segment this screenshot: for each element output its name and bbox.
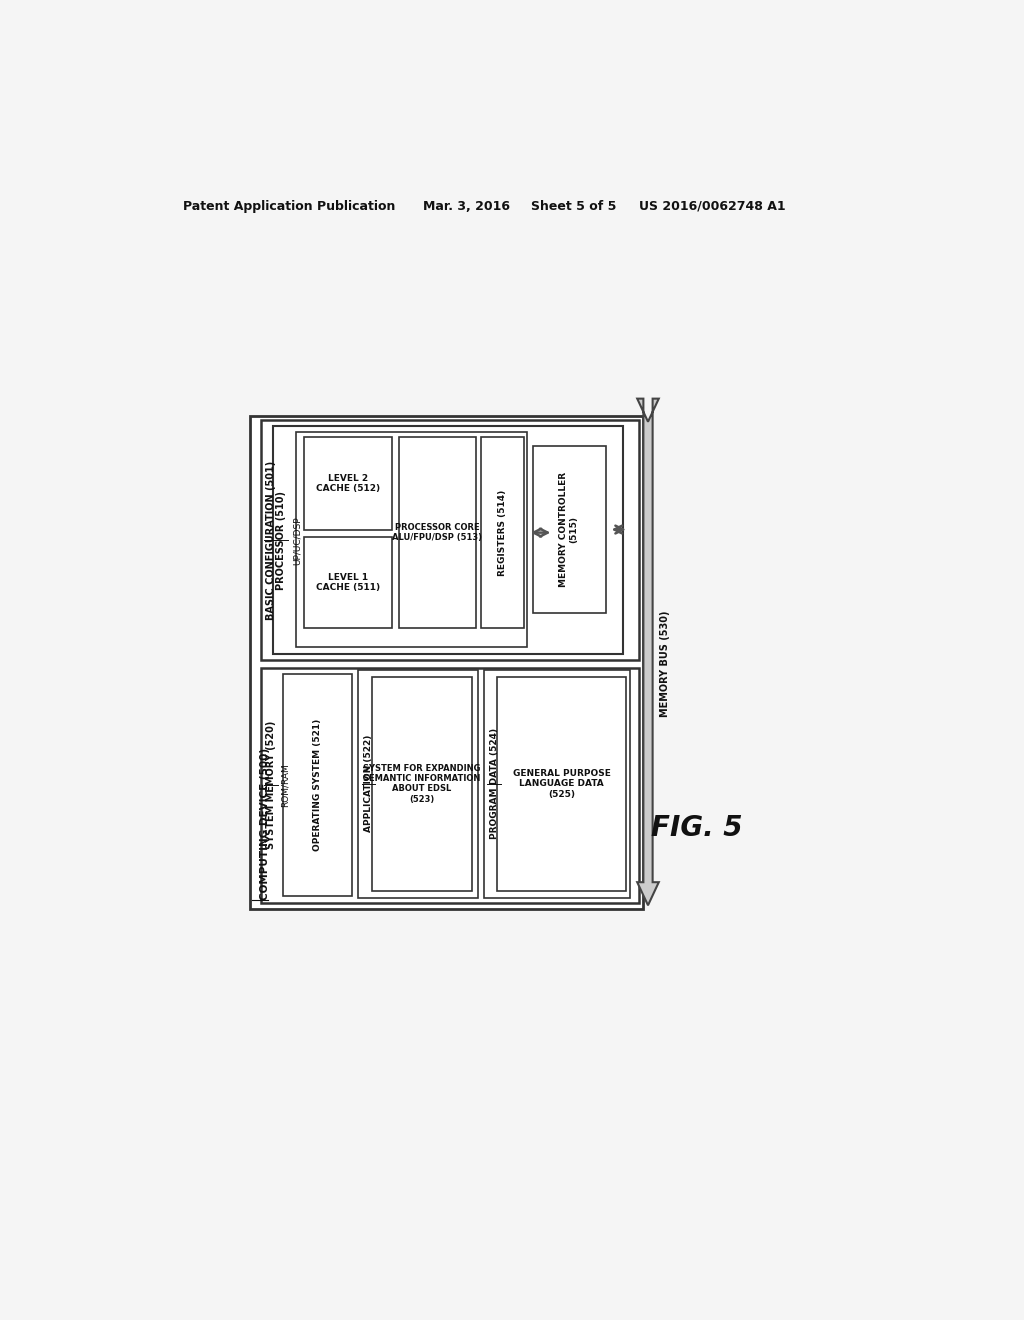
Polygon shape [637,399,658,906]
Bar [304,537,392,628]
Text: LEVEL 2
CACHE (512): LEVEL 2 CACHE (512) [315,474,380,494]
Text: OPERATING SYSTEM (521): OPERATING SYSTEM (521) [313,719,323,851]
Text: Sheet 5 of 5: Sheet 5 of 5 [531,199,616,213]
Bar [497,677,627,891]
Text: REGISTERS (514): REGISTERS (514) [498,490,507,576]
Text: MEMORY BUS (530): MEMORY BUS (530) [659,610,670,717]
Bar [398,437,475,628]
Text: APPLICATION (522): APPLICATION (522) [364,735,373,833]
Bar [372,677,472,891]
Text: COMPUTING DEVICE (500): COMPUTING DEVICE (500) [260,748,270,900]
Text: MEMORY CONTROLLER
(515): MEMORY CONTROLLER (515) [559,473,579,587]
Text: GENERAL PURPOSE
LANGUAGE DATA
(525): GENERAL PURPOSE LANGUAGE DATA (525) [513,768,610,799]
Text: PROCESSOR (510): PROCESSOR (510) [276,491,287,590]
Bar [304,437,392,529]
Bar [296,432,527,647]
Text: Mar. 3, 2016: Mar. 3, 2016 [423,199,510,213]
Text: BASIC CONFIGURATION (501): BASIC CONFIGURATION (501) [265,461,275,620]
Bar [250,416,643,909]
Bar [484,671,631,898]
Text: FIG. 5: FIG. 5 [651,814,742,842]
Bar [532,446,605,614]
Text: SYSTEM FOR EXPANDING
SEMANTIC INFORMATION
ABOUT EDSL
(523): SYSTEM FOR EXPANDING SEMANTIC INFORMATIO… [362,763,480,804]
Bar [261,420,639,660]
Text: UP/UC/DSP: UP/UC/DSP [293,516,301,565]
Bar [273,426,624,655]
Bar [261,668,639,903]
Text: PROGRAM DATA (524): PROGRAM DATA (524) [489,729,499,840]
Bar [358,671,478,898]
Text: US 2016/0062748 A1: US 2016/0062748 A1 [639,199,785,213]
Bar [283,675,352,896]
Text: Patent Application Publication: Patent Application Publication [183,199,395,213]
Bar [481,437,524,628]
Text: PROCESSOR CORE
ALU/FPU/DSP (513): PROCESSOR CORE ALU/FPU/DSP (513) [392,523,482,543]
Text: ROM/RAM: ROM/RAM [281,763,290,807]
Text: LEVEL 1
CACHE (511): LEVEL 1 CACHE (511) [315,573,380,593]
Text: SYSTEM MEMORY (520): SYSTEM MEMORY (520) [265,721,275,849]
